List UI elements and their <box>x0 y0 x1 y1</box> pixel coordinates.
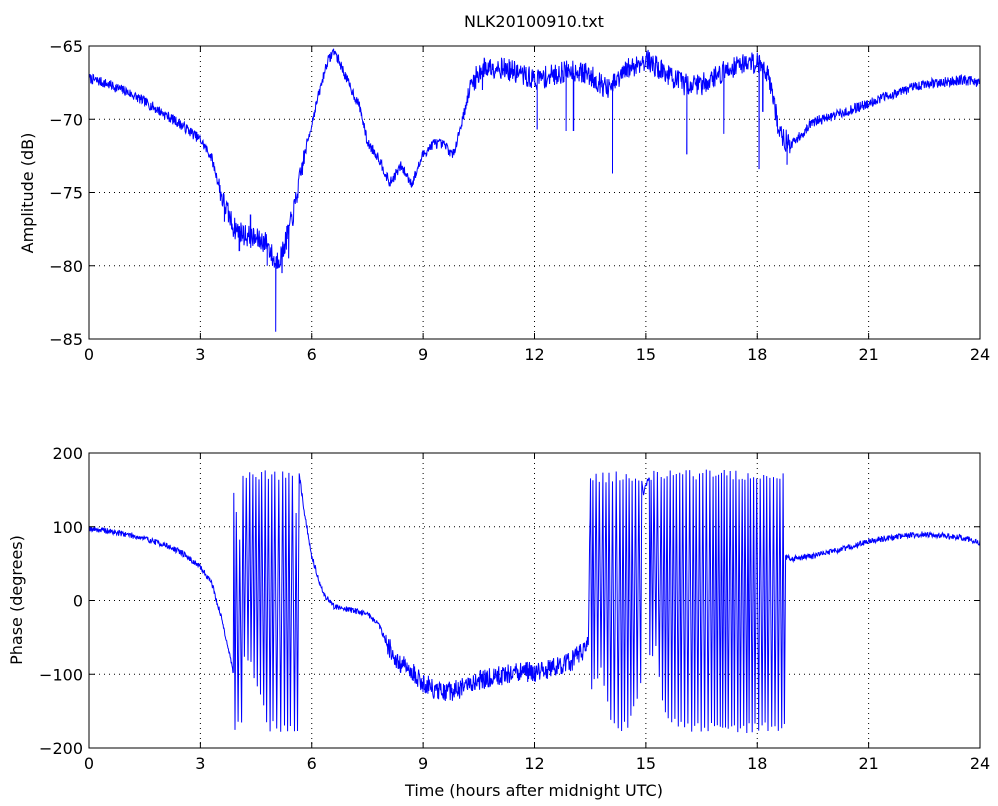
phase-xtick-label-4: 12 <box>524 754 544 773</box>
amplitude-xtick-label-4: 12 <box>524 345 544 364</box>
amplitude-ytick-label-1: −80 <box>49 257 83 276</box>
phase-xtick-label-3: 9 <box>418 754 428 773</box>
amplitude-ytick-label-4: −65 <box>49 37 83 56</box>
phase-xtick-label-8: 24 <box>970 754 990 773</box>
amplitude-xtick-label-1: 3 <box>195 345 205 364</box>
phase-ytick-label-3: 100 <box>52 518 83 537</box>
amplitude-xtick-label-0: 0 <box>84 345 94 364</box>
figure-title: NLK20100910.txt <box>464 12 604 31</box>
phase-ytick-label-0: −200 <box>39 739 83 758</box>
amplitude-xtick-label-7: 21 <box>858 345 878 364</box>
phase-series-line <box>88 469 981 734</box>
amplitude-xtick-label-6: 18 <box>747 345 767 364</box>
amplitude-ylabel: Amplitude (dB) <box>18 133 37 254</box>
phase-xtick-label-0: 0 <box>84 754 94 773</box>
amplitude-series-line <box>88 48 981 332</box>
phase-xtick-label-5: 15 <box>636 754 656 773</box>
phase-xlabel: Time (hours after midnight UTC) <box>404 781 663 800</box>
phase-xtick-label-1: 3 <box>195 754 205 773</box>
amplitude-xtick-label-8: 24 <box>970 345 990 364</box>
phase-ytick-label-4: 200 <box>52 444 83 463</box>
phase-xtick-label-6: 18 <box>747 754 767 773</box>
phase-ylabel: Phase (degrees) <box>7 535 26 665</box>
phase-axes: 0 3 6 9 12 15 18 21 24 −200 −100 0 100 200 <box>39 444 990 773</box>
phase-ytick-label-1: −100 <box>39 665 83 684</box>
phase-xtick-label-2: 6 <box>307 754 317 773</box>
amplitude-ytick-label-0: −85 <box>49 330 83 349</box>
amplitude-ytick-label-2: −75 <box>49 184 83 203</box>
amplitude-xtick-label-5: 15 <box>636 345 656 364</box>
phase-ytick-label-2: 0 <box>73 592 83 611</box>
amplitude-ytick-label-3: −70 <box>49 110 83 129</box>
amplitude-xtick-label-2: 6 <box>307 345 317 364</box>
phase-xtick-label-7: 21 <box>858 754 878 773</box>
amplitude-axes: 0 3 6 9 12 15 18 21 24 −85 −80 −75 −70 −65 <box>49 37 990 364</box>
amplitude-xtick-label-3: 9 <box>418 345 428 364</box>
